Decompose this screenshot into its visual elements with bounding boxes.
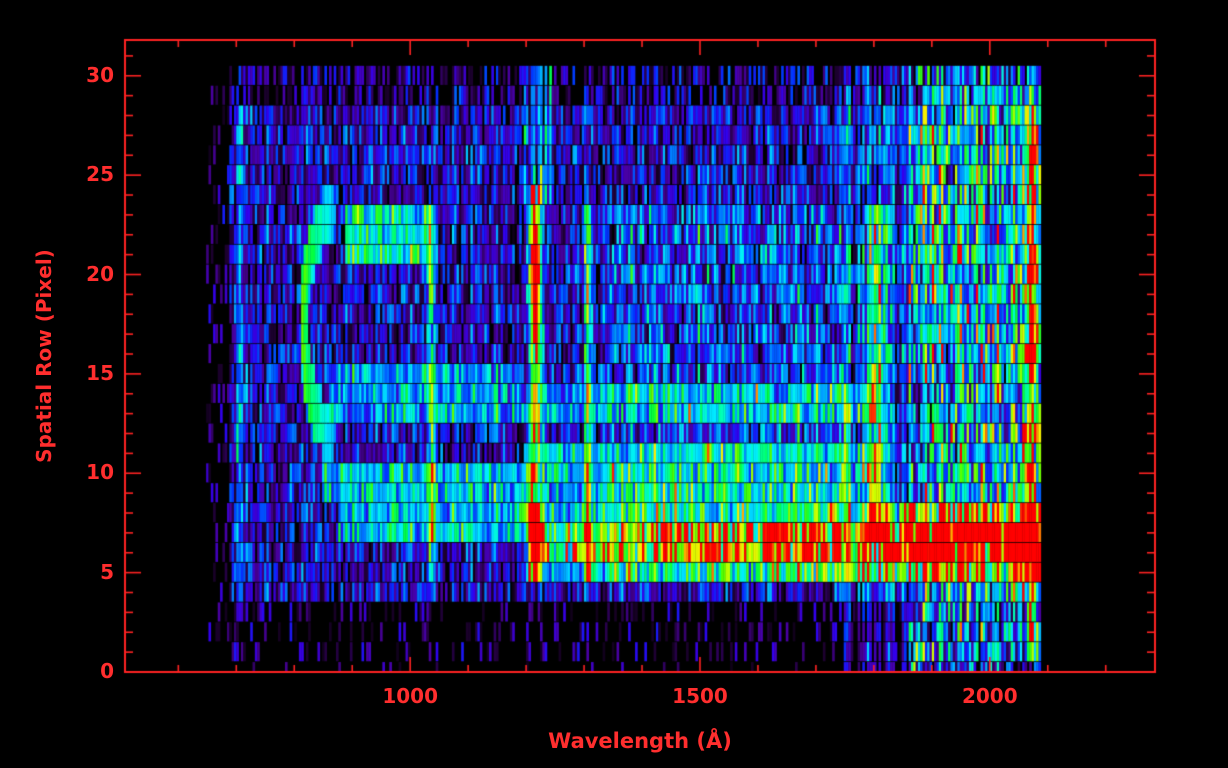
- y-axis-title: Spatial Row (Pixel): [32, 249, 56, 463]
- x-axis-title: Wavelength (Å): [548, 729, 732, 753]
